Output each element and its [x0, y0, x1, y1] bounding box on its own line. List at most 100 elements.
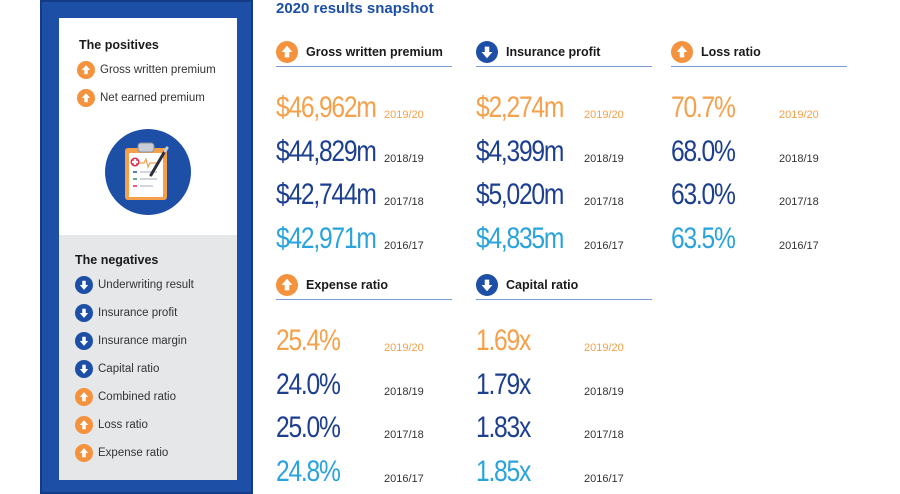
metric-year: 2016/17 [384, 240, 424, 252]
metric-label: Capital ratio [506, 277, 579, 292]
positives-list: Gross written premium Net earned premium [77, 56, 216, 112]
clipboard-icon [125, 142, 169, 200]
list-item-label: Net earned premium [100, 92, 205, 104]
metric-row: $44,829m 2018/19 [276, 127, 452, 167]
metric-year: 2017/18 [384, 196, 424, 208]
metric-year: 2017/18 [384, 429, 424, 441]
arrow-down-icon [476, 273, 498, 296]
metric-row: $42,971m 2016/17 [276, 214, 452, 254]
metric-value: $4,835m [476, 222, 564, 255]
metric-row: $46,962m 2019/20 [276, 83, 452, 123]
metric-block: Loss ratio 70.7% 2019/20 68.0% 2018/19 63.0% 2… [671, 37, 847, 257]
list-item: Insurance profit [75, 299, 194, 327]
metric-year: 2019/20 [779, 109, 819, 121]
metric-header: Expense ratio [276, 270, 452, 300]
metric-value: 63.5% [671, 222, 736, 255]
metric-year: 2016/17 [584, 240, 624, 252]
list-item: Capital ratio [75, 355, 194, 383]
metric-row: 1.69x 2019/20 [476, 316, 652, 356]
metric-value: $44,829m [276, 135, 377, 168]
metric-year: 2017/18 [584, 429, 624, 441]
arrow-up-icon [75, 388, 93, 406]
list-item: Combined ratio [75, 383, 194, 411]
metric-year: 2016/17 [584, 473, 624, 485]
list-item-label: Capital ratio [98, 363, 160, 375]
metric-year: 2017/18 [779, 196, 819, 208]
metric-year: 2019/20 [384, 342, 424, 354]
metric-header: Gross written premium [276, 37, 452, 67]
metric-row: $4,835m 2016/17 [476, 214, 652, 254]
positives-panel: The positives Gross written premium Net e… [59, 18, 237, 235]
negatives-list: Underwriting result Insurance profit Insur… [75, 271, 194, 467]
metric-row: 70.7% 2019/20 [671, 83, 847, 123]
metric-value: $5,020m [476, 178, 564, 211]
metric-row: 25.4% 2019/20 [276, 316, 452, 356]
metric-row: 25.0% 2017/18 [276, 403, 452, 443]
metric-value: $4,399m [476, 135, 564, 168]
metric-label: Loss ratio [701, 44, 761, 59]
metric-year: 2018/19 [584, 386, 624, 398]
metric-label: Insurance profit [506, 44, 601, 59]
list-item: Gross written premium [77, 56, 216, 84]
arrow-up-icon [77, 89, 95, 107]
metric-header: Loss ratio [671, 37, 847, 67]
metric-block: Expense ratio 25.4% 2019/20 24.0% 2018/19 25.… [276, 270, 452, 490]
arrow-down-icon [75, 304, 93, 322]
metric-row: $2,274m 2019/20 [476, 83, 652, 123]
metric-row: 68.0% 2018/19 [671, 127, 847, 167]
metric-row: 1.85x 2016/17 [476, 447, 652, 487]
metric-year: 2017/18 [584, 196, 624, 208]
metric-value: $2,274m [476, 91, 564, 124]
arrow-up-icon [276, 40, 298, 63]
arrow-up-icon [75, 416, 93, 434]
metric-value: 1.79x [476, 368, 531, 401]
arrow-up-icon [671, 40, 693, 63]
list-item-label: Expense ratio [98, 447, 169, 459]
clipboard-illustration [105, 129, 191, 215]
metric-row: 24.8% 2016/17 [276, 447, 452, 487]
arrow-up-icon [276, 273, 298, 296]
metric-row: 63.5% 2016/17 [671, 214, 847, 254]
metric-year: 2019/20 [584, 109, 624, 121]
list-item: Expense ratio [75, 439, 194, 467]
metric-year: 2019/20 [384, 109, 424, 121]
metric-row: $5,020m 2017/18 [476, 170, 652, 210]
metric-value: 63.0% [671, 178, 736, 211]
metric-year: 2018/19 [384, 386, 424, 398]
list-item-label: Insurance profit [98, 307, 178, 319]
metric-year: 2018/19 [779, 153, 819, 165]
metric-label: Gross written premium [306, 44, 443, 59]
metric-block: Capital ratio 1.69x 2019/20 1.79x 2018/19 1.8… [476, 270, 652, 490]
list-item-label: Insurance margin [98, 335, 187, 347]
metric-value: $42,971m [276, 222, 377, 255]
metric-value: 1.83x [476, 411, 531, 444]
arrow-down-icon [75, 276, 93, 294]
positives-title: The positives [79, 38, 159, 52]
page-title: 2020 results snapshot [276, 0, 434, 17]
metric-value: 25.0% [276, 411, 341, 444]
metric-value: 70.7% [671, 91, 736, 124]
arrow-down-icon [476, 40, 498, 63]
metric-value: $46,962m [276, 91, 377, 124]
metric-value: 68.0% [671, 135, 736, 168]
metric-row: 63.0% 2017/18 [671, 170, 847, 210]
metric-row: 1.83x 2017/18 [476, 403, 652, 443]
metric-value: 24.8% [276, 455, 341, 488]
metric-header: Insurance profit [476, 37, 652, 67]
metric-year: 2018/19 [584, 153, 624, 165]
list-item-label: Underwriting result [98, 279, 194, 291]
arrow-down-icon [75, 332, 93, 350]
arrow-down-icon [75, 360, 93, 378]
negatives-title: The negatives [75, 253, 159, 267]
arrow-up-icon [77, 61, 95, 79]
metric-row: 1.79x 2018/19 [476, 360, 652, 400]
negatives-panel: The negatives Underwriting result Insuran… [59, 235, 237, 480]
metric-year: 2016/17 [779, 240, 819, 252]
arrow-up-icon [75, 444, 93, 462]
metric-row: 24.0% 2018/19 [276, 360, 452, 400]
metric-value: 24.0% [276, 368, 341, 401]
metric-value: 25.4% [276, 324, 341, 357]
list-item: Insurance margin [75, 327, 194, 355]
metric-row: $42,744m 2017/18 [276, 170, 452, 210]
list-item: Underwriting result [75, 271, 194, 299]
